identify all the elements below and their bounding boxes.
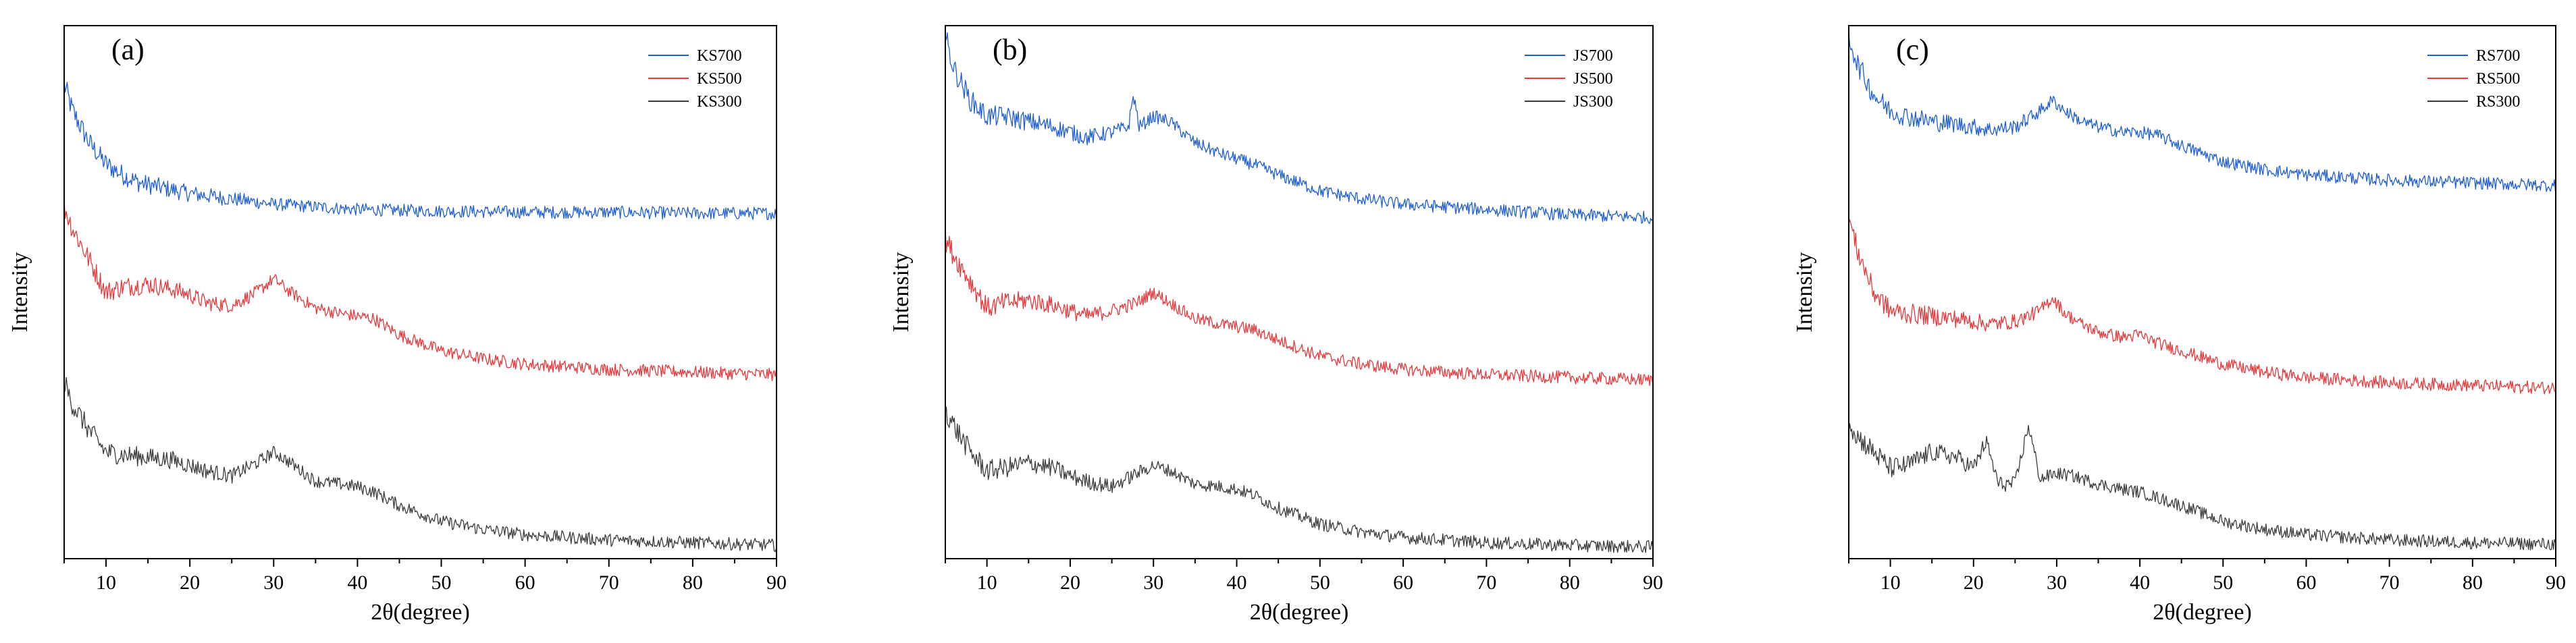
chart-panel-1: 10 20 30 40 50 60 70 80 90 2θ(degree) Intensity (a)… [7, 25, 787, 625]
series-line-rs700 [1848, 31, 2556, 192]
chart-panel-3: 10 20 30 40 50 60 70 80 90 2θ(degree) Intensity (c)… [1792, 25, 2566, 625]
legend: RS700 RS500 RS300 [2427, 47, 2520, 111]
legend-label-js700: JS700 [1573, 47, 1613, 65]
x-tick-label-20: 20 [1964, 571, 1984, 594]
plot-frame [1848, 25, 2556, 559]
legend-label-ks700: KS700 [697, 47, 742, 65]
x-tick-label-50: 50 [431, 571, 452, 594]
x-tick-label-20: 20 [180, 571, 200, 594]
x-tick-label-40: 40 [2130, 571, 2150, 594]
x-tick-label-80: 80 [683, 571, 703, 594]
x-tick-label-80: 80 [2463, 571, 2483, 594]
x-tick-label-30: 30 [1143, 571, 1163, 594]
x-tick-label-90: 90 [766, 571, 787, 594]
legend-label-rs700: RS700 [2476, 47, 2520, 65]
series-line-rs500 [1848, 219, 2556, 395]
x-tick-label-50: 50 [1310, 571, 1330, 594]
x-tick-label-40: 40 [1227, 571, 1247, 594]
x-axis-title: 2θ(degree) [371, 600, 470, 625]
series-line-js700 [945, 32, 1654, 224]
panel-label: (a) [111, 33, 144, 66]
x-tick-label-60: 60 [2296, 571, 2316, 594]
panel-label: (b) [993, 33, 1027, 66]
x-tick-label-50: 50 [2213, 571, 2233, 594]
series-line-ks700 [63, 80, 777, 221]
series-line-rs300 [1848, 423, 2556, 551]
x-tick-label-20: 20 [1060, 571, 1080, 594]
plot-frame [63, 25, 777, 559]
x-tick-label-10: 10 [977, 571, 997, 594]
x-axis-title: 2θ(degree) [1250, 600, 1349, 625]
series-line-ks300 [63, 376, 777, 553]
panel-label: (c) [1896, 33, 1929, 66]
series-line-ks500 [63, 198, 777, 381]
legend-label-rs500: RS500 [2476, 70, 2520, 88]
legend: JS700 JS500 JS300 [1525, 47, 1613, 111]
chart-panel-2: 10 20 30 40 50 60 70 80 90 2θ(degree) Intensity (b)… [889, 25, 1663, 625]
x-tick-label-10: 10 [96, 571, 116, 594]
legend-label-ks300: KS300 [697, 93, 742, 111]
x-axis-title: 2θ(degree) [2153, 600, 2252, 625]
legend-label-js300: JS300 [1573, 93, 1613, 111]
x-tick-label-90: 90 [2546, 571, 2566, 594]
legend: KS700 KS500 KS300 [648, 47, 742, 111]
x-tick-label-40: 40 [347, 571, 367, 594]
y-axis-title: Intensity [889, 252, 914, 333]
legend-label-rs300: RS300 [2476, 93, 2520, 111]
y-axis-title: Intensity [7, 252, 32, 333]
x-tick-label-10: 10 [1881, 571, 1901, 594]
x-tick-label-80: 80 [1560, 571, 1580, 594]
x-tick-label-30: 30 [2047, 571, 2067, 594]
legend-label-js500: JS500 [1573, 70, 1613, 88]
x-tick-label-70: 70 [1476, 571, 1496, 594]
x-tick-label-70: 70 [599, 571, 619, 594]
legend-label-ks500: KS500 [697, 70, 742, 88]
x-tick-label-30: 30 [263, 571, 284, 594]
x-tick-label-60: 60 [515, 571, 535, 594]
series-line-js300 [945, 406, 1654, 553]
plot-frame [945, 25, 1654, 559]
x-tick-label-70: 70 [2380, 571, 2400, 594]
x-tick-label-60: 60 [1393, 571, 1413, 594]
series-line-js500 [945, 228, 1654, 387]
y-axis-title: Intensity [1792, 252, 1817, 333]
x-tick-label-90: 90 [1643, 571, 1663, 594]
